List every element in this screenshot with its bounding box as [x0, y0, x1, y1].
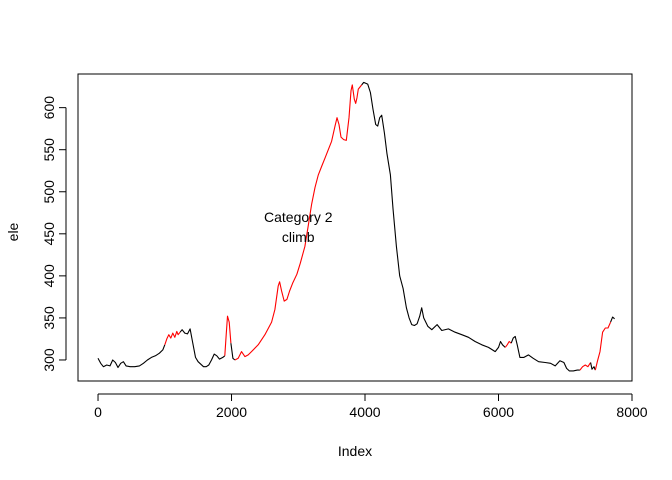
y-tick-label: 400 — [41, 264, 57, 288]
x-tick-label: 0 — [94, 404, 102, 420]
y-tick-label: 450 — [41, 222, 57, 246]
series-line-8-highlight — [504, 340, 512, 348]
y-tick-label: 500 — [41, 180, 57, 204]
y-tick-label: 600 — [41, 96, 57, 120]
series-line-13-base — [610, 316, 615, 323]
x-tick-label: 2000 — [216, 404, 247, 420]
series-line-6-highlight — [234, 84, 363, 361]
series-line-5-base — [230, 343, 236, 361]
x-axis: 0 2000 4000 6000 8000 — [94, 393, 648, 420]
x-axis-label: Index — [338, 443, 372, 459]
y-tick-label: 550 — [41, 138, 57, 162]
series-line-11-base — [590, 362, 596, 371]
annotation-line-2: climb — [282, 229, 315, 245]
y-tick-label: 300 — [41, 348, 57, 372]
series-layer — [97, 81, 615, 372]
series-line-7-base — [361, 81, 506, 353]
y-axis: 300 350 400 450 500 550 600 — [41, 96, 67, 372]
series-line-2-highlight — [164, 330, 181, 345]
x-tick-label: 6000 — [483, 404, 514, 420]
plot-box — [77, 73, 633, 382]
series-line-9-base — [510, 335, 580, 372]
series-line-3-base — [179, 328, 226, 368]
series-line-1-base — [97, 344, 166, 369]
y-tick-label: 350 — [41, 306, 57, 330]
annotation-line-1: Category 2 — [264, 209, 333, 225]
x-tick-label: 4000 — [349, 404, 380, 420]
series-line-10-highlight — [579, 362, 592, 371]
series-line-12-highlight — [594, 321, 612, 371]
series-line-4-highlight — [224, 315, 232, 356]
x-tick-label: 8000 — [616, 404, 647, 420]
y-axis-label: ele — [5, 222, 21, 241]
